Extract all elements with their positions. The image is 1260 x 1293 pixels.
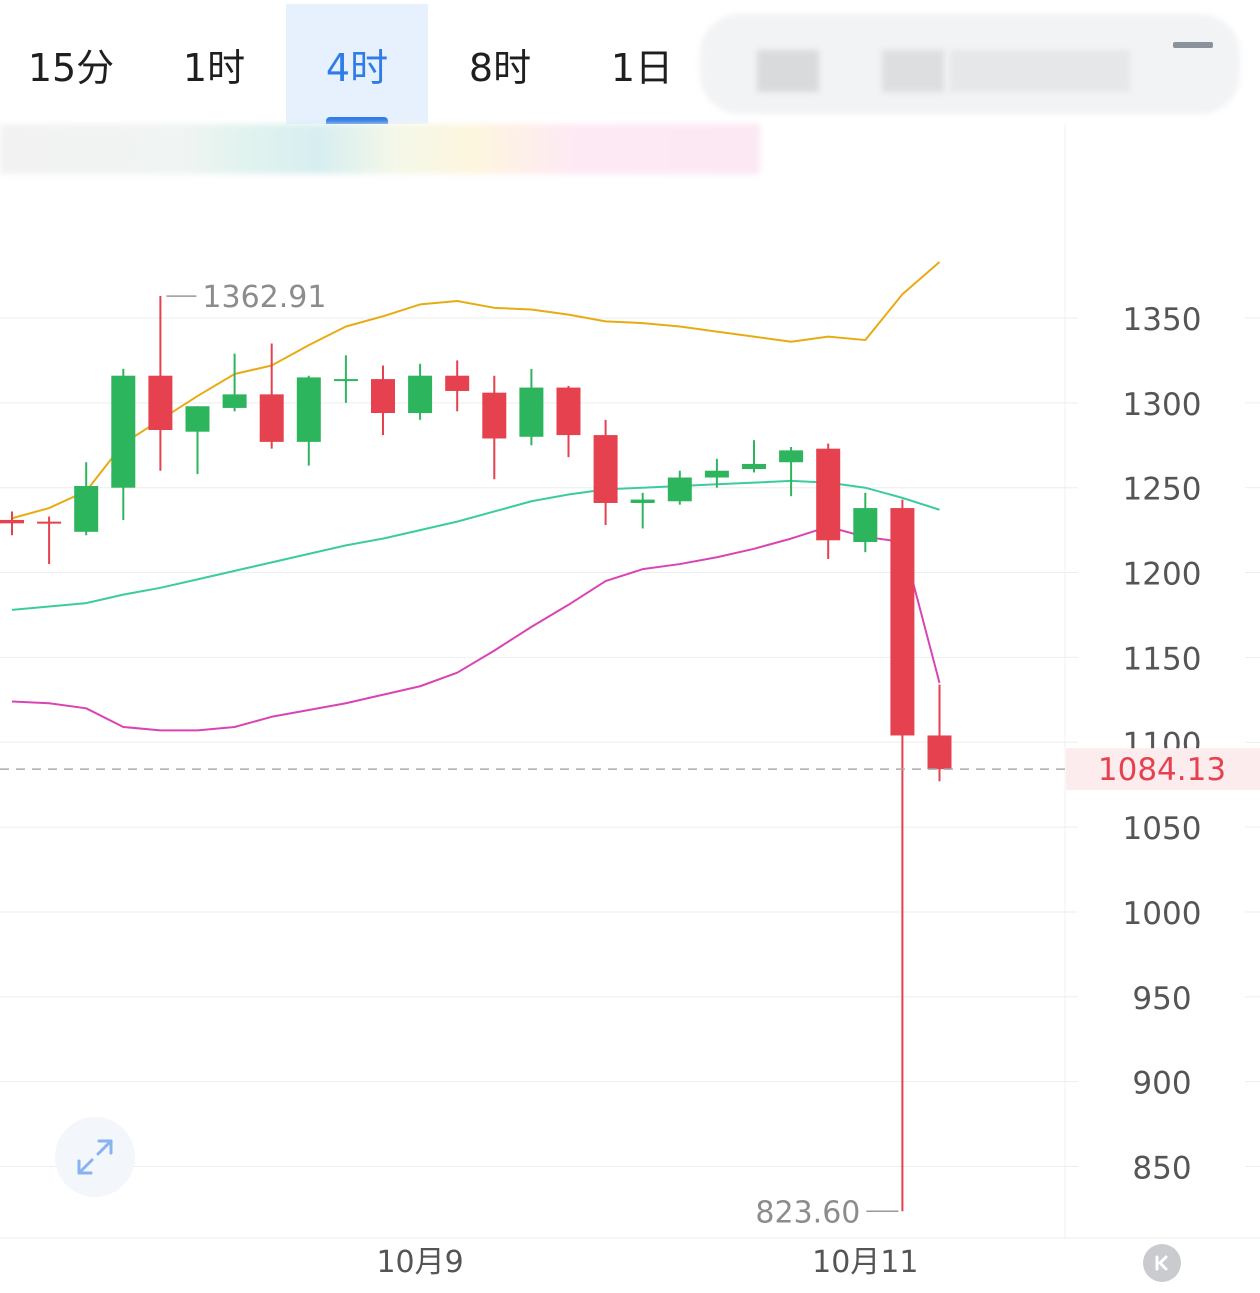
redacted-block <box>950 50 1130 92</box>
candle-body <box>742 463 766 470</box>
redacted-indicator-legend <box>0 124 760 174</box>
candle-body <box>556 387 581 436</box>
candle-body <box>37 521 62 524</box>
redacted-block <box>882 50 944 92</box>
tab-1d[interactable]: 1日 <box>571 4 713 124</box>
x-tick-label: 10月11 <box>812 1245 918 1280</box>
candle-body <box>259 394 284 442</box>
candle-body <box>185 406 210 432</box>
candle-body <box>111 375 136 488</box>
last-price-badge <box>1066 748 1260 791</box>
candle-body <box>890 508 915 736</box>
candle-body <box>371 379 395 414</box>
y-tick-label: 950 <box>1132 981 1191 1017</box>
candle-body <box>408 375 433 414</box>
y-tick-label: 1000 <box>1123 896 1202 932</box>
tab-label: 1时 <box>182 45 246 90</box>
candle-body <box>296 377 321 442</box>
tab-label: 4时 <box>325 45 389 90</box>
y-tick-label: 900 <box>1132 1066 1191 1102</box>
back-to-latest-button[interactable] <box>1143 1244 1181 1282</box>
candle-body <box>704 470 729 478</box>
tab-15min[interactable]: 15分 <box>0 4 142 124</box>
candle-body <box>853 508 878 543</box>
y-tick-label: 1250 <box>1123 472 1202 508</box>
candle-body <box>519 387 544 437</box>
band-line-lower <box>11 525 941 732</box>
tab-label: 8时 <box>468 45 532 90</box>
timeframe-tabbar: 15分 1时 4时 8时 1日 <box>0 0 1260 124</box>
tab-4h[interactable]: 4时 <box>286 4 428 124</box>
candle-body <box>667 477 692 502</box>
expand-diagonal-icon <box>77 1139 113 1175</box>
y-tick-label: 1150 <box>1123 641 1202 677</box>
y-tick-label: 1050 <box>1123 811 1202 847</box>
tab-label: 1日 <box>610 45 674 90</box>
menu-icon[interactable] <box>1173 42 1213 48</box>
active-tab-indicator <box>326 117 388 124</box>
tab-label: 15分 <box>27 45 115 90</box>
candle-body <box>779 450 804 463</box>
candle-body <box>927 735 952 770</box>
candlestick-chart: 1350130012501200115011001050100095090085… <box>0 124 1260 1280</box>
back-to-latest-icon <box>1155 1255 1168 1271</box>
redacted-block <box>757 50 819 92</box>
high-price-label: 1362.91 <box>202 280 326 315</box>
last-price-label: 1084.13 <box>1098 752 1226 788</box>
y-tick-label: 1350 <box>1123 302 1202 338</box>
candle-body <box>148 375 173 431</box>
y-tick-label: 1200 <box>1123 557 1202 593</box>
band-line-middle <box>11 479 940 611</box>
expand-chart-button[interactable] <box>55 1117 135 1197</box>
candle-body <box>74 486 99 532</box>
low-price-label: 823.60 <box>755 1195 860 1230</box>
candle-body <box>222 394 247 408</box>
chart-area: 1350 1300 1250 1200 1150 1100 1050 1000 950 900 85… <box>0 124 1260 1293</box>
candle-body <box>630 499 655 503</box>
candle-body <box>593 435 618 503</box>
tab-8h[interactable]: 8时 <box>429 4 571 124</box>
tab-1h[interactable]: 1时 <box>143 4 285 124</box>
candle-body <box>816 448 841 541</box>
candle-body <box>0 519 24 524</box>
candle-body <box>482 392 507 439</box>
candle-body <box>333 379 358 382</box>
y-tick-label: 1300 <box>1123 387 1202 423</box>
y-tick-label: 850 <box>1132 1151 1191 1187</box>
x-tick-label: 10月9 <box>376 1245 463 1280</box>
candle-body <box>445 375 470 391</box>
